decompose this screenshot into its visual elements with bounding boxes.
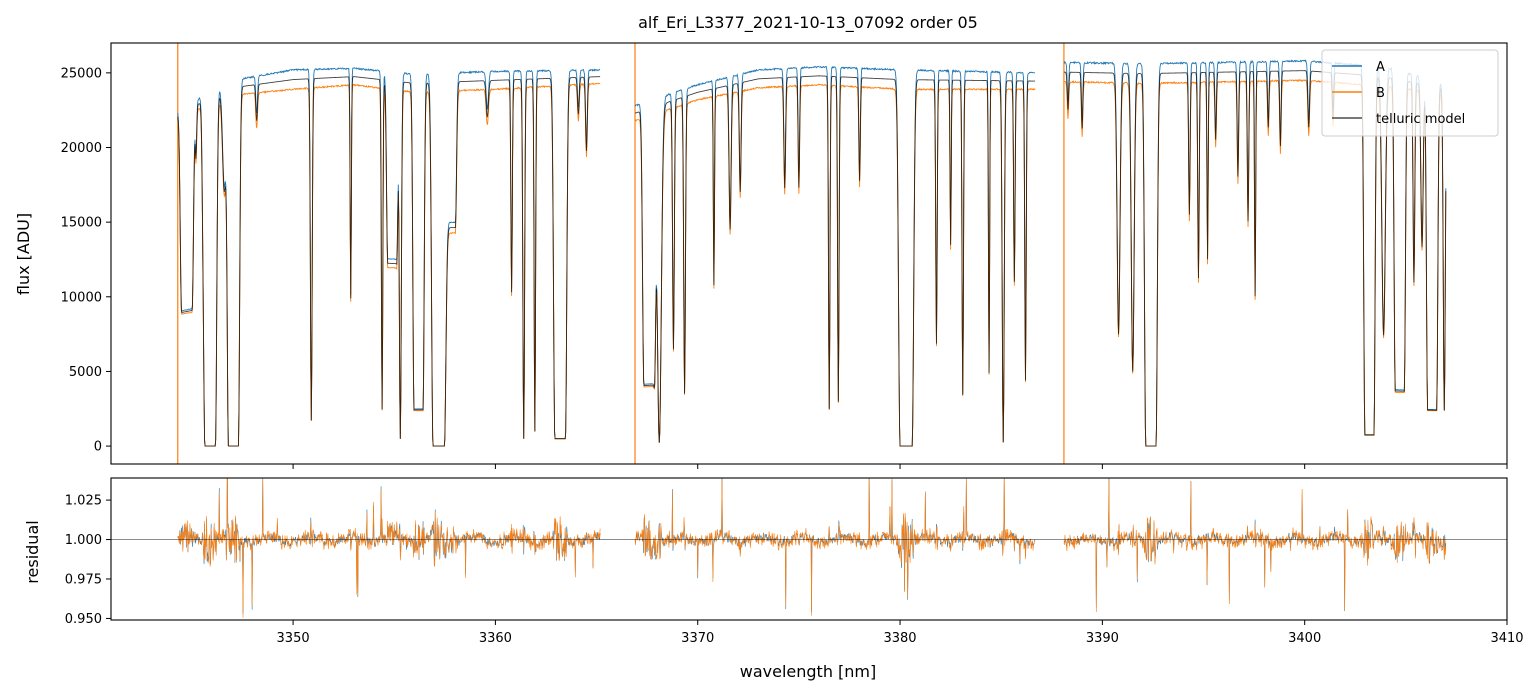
flux-y-tick-label: 25000 bbox=[61, 66, 102, 81]
flux-y-tick-label: 10000 bbox=[61, 290, 102, 305]
legend-label-telluric: telluric model bbox=[1376, 112, 1465, 127]
legend-label-b: B bbox=[1376, 86, 1385, 101]
series-b-line bbox=[177, 82, 601, 447]
flux-x-ticks bbox=[292, 464, 1508, 469]
residual-y-tick-label: 0.975 bbox=[65, 572, 102, 587]
residual-y-tick-label: 1.000 bbox=[65, 533, 102, 548]
flux-y-axis-label: flux [ADU] bbox=[14, 213, 33, 295]
residual-x-tick-label: 3370 bbox=[681, 631, 714, 646]
residual-x-tick-label: 3390 bbox=[1086, 631, 1119, 646]
flux-axes-frame bbox=[110, 42, 1508, 465]
residual-y-tick-label: 0.950 bbox=[65, 612, 102, 627]
flux-y-tick-label: 5000 bbox=[69, 365, 102, 380]
residual-panel: 0.950 0.975 1.000 1.025 3350 3360 3370 3380 339… bbox=[23, 477, 1524, 681]
flux-y-ticks: 0 5000 10000 15000 20000 25000 bbox=[61, 66, 111, 455]
telluric-model-line bbox=[1063, 70, 1447, 447]
residual-b-line bbox=[1063, 478, 1447, 612]
series-b-line bbox=[634, 83, 1036, 447]
flux-panel: 0 5000 10000 15000 20000 25000 flux [ADU] A B… bbox=[14, 42, 1508, 469]
flux-plot-area bbox=[177, 43, 1447, 464]
residual-y-ticks: 0.950 0.975 1.000 1.025 bbox=[65, 494, 111, 627]
legend-frame bbox=[1321, 49, 1499, 137]
residual-x-tick-label: 3360 bbox=[479, 631, 512, 646]
flux-y-tick-label: 0 bbox=[94, 440, 102, 455]
series-a-line bbox=[177, 67, 601, 447]
legend: A B telluric model bbox=[1321, 49, 1499, 137]
residual-b-line bbox=[177, 478, 601, 618]
residual-x-tick-label: 3410 bbox=[1490, 631, 1523, 646]
chart-title: alf_Eri_L3377_2021-10-13_07092 order 05 bbox=[638, 13, 978, 33]
telluric-model-line bbox=[177, 76, 601, 447]
flux-y-tick-label: 20000 bbox=[61, 141, 102, 156]
flux-y-tick-label: 15000 bbox=[61, 216, 102, 231]
residual-x-ticks: 3350 3360 3370 3380 3390 3400 3410 bbox=[277, 620, 1524, 646]
legend-label-a: A bbox=[1376, 60, 1385, 75]
residual-x-tick-label: 3380 bbox=[883, 631, 916, 646]
telluric-model-line bbox=[634, 75, 1036, 447]
residual-x-tick-label: 3400 bbox=[1288, 631, 1321, 646]
residual-y-axis-label: residual bbox=[23, 520, 42, 583]
residual-axes-frame bbox=[110, 477, 1508, 621]
x-axis-label: wavelength [nm] bbox=[740, 662, 877, 681]
series-a-line bbox=[634, 65, 1036, 447]
residual-plot-area bbox=[111, 478, 1507, 618]
residual-y-tick-label: 1.025 bbox=[65, 494, 102, 509]
residual-x-tick-label: 3350 bbox=[277, 631, 310, 646]
